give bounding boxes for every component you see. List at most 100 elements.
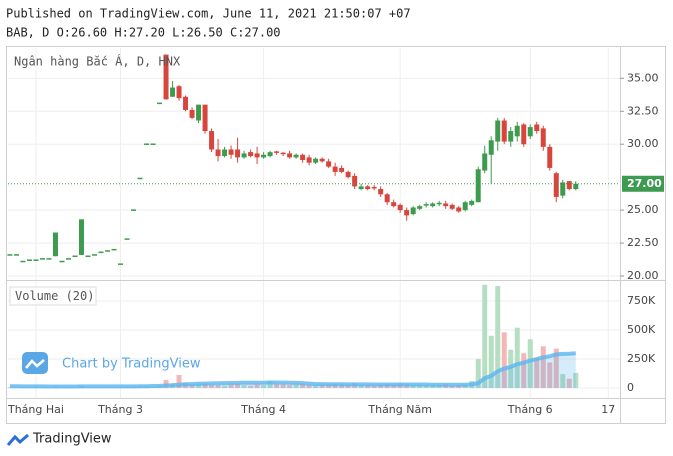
candle-body — [98, 251, 104, 254]
volume-bar — [293, 384, 299, 389]
volume-bar — [280, 384, 286, 389]
volume-bar — [514, 327, 520, 389]
candle-body — [443, 203, 449, 207]
volume-bar — [202, 383, 208, 389]
volume-bar — [553, 348, 559, 389]
candle-body — [501, 120, 507, 142]
volume-title-box — [9, 286, 97, 306]
candle-body — [196, 104, 202, 121]
candle-body — [404, 210, 410, 216]
volume-ma-area — [10, 353, 576, 389]
candle-body — [358, 186, 364, 190]
candle-body — [118, 263, 124, 265]
candle-body — [313, 158, 319, 163]
volume-bar — [430, 385, 436, 389]
volume-bar — [7, 387, 13, 389]
candle-body — [495, 120, 501, 142]
candle-body — [287, 153, 293, 158]
candle-body — [469, 200, 475, 205]
x-tick-label: Tháng Năm — [367, 403, 432, 416]
candle-body — [144, 143, 150, 145]
symbol-title: Ngân hàng Bắc Á, D, HNX — [14, 54, 181, 69]
watermark: Chart by TradingView — [22, 352, 201, 374]
volume-bar — [495, 285, 501, 389]
volume-bar — [521, 353, 527, 389]
candle-body — [241, 153, 247, 158]
watermark-logo-mark — [25, 359, 45, 369]
candle-body — [436, 202, 442, 205]
candle-body — [391, 202, 397, 207]
volume-title: Volume (20) — [15, 289, 94, 303]
x-tick-label: Tháng 6 — [507, 403, 553, 416]
candle-body — [209, 131, 215, 150]
footer-logo: TradingView — [6, 432, 112, 447]
y-tick-label: 25.00 — [627, 203, 659, 216]
y-tick-label: 20.00 — [627, 269, 659, 282]
candle-body — [39, 258, 45, 260]
y-tick-label: 250K — [627, 352, 656, 365]
candle-body — [137, 177, 143, 180]
candle-body — [105, 250, 111, 252]
candle-body — [261, 154, 267, 158]
candle-body — [72, 255, 78, 258]
volume-bar — [261, 385, 267, 389]
footer-logo-mark — [6, 433, 29, 446]
candle-body — [488, 140, 494, 155]
candle-body — [417, 206, 423, 209]
candle-body — [547, 146, 553, 168]
candle-body — [20, 260, 26, 263]
volume-bar — [326, 384, 332, 389]
candle-body — [170, 87, 176, 97]
candle-body — [33, 259, 39, 261]
candle-body — [475, 169, 481, 203]
candle-body — [339, 167, 345, 172]
candle-body — [365, 186, 371, 190]
candle-body — [222, 149, 228, 157]
last-price-label: 27.00 — [627, 177, 662, 190]
candle-body — [46, 258, 52, 260]
published-line: Published on TradingView.com, June 11, 2… — [6, 7, 411, 21]
candle-body — [508, 131, 514, 142]
candle-body — [566, 181, 572, 190]
candle-body — [248, 152, 254, 157]
x-tick-label: 17 — [601, 403, 615, 416]
volume-bar — [365, 385, 371, 389]
candle-body — [527, 127, 533, 137]
candle-body — [378, 189, 384, 195]
candle-body — [52, 232, 58, 257]
volume-bar — [313, 385, 319, 389]
candle-body — [59, 260, 65, 263]
volume-ma-line — [10, 351, 576, 389]
volume-bar — [534, 357, 540, 389]
volume-bar — [287, 385, 293, 389]
volume-bar — [449, 385, 455, 389]
candle-body — [456, 207, 462, 212]
candle-body — [228, 149, 234, 155]
candle-body — [514, 125, 520, 137]
volume-bar — [527, 339, 533, 389]
volume-bar — [209, 384, 215, 389]
candle-body — [397, 204, 403, 211]
candle-body — [131, 209, 137, 211]
candle-body — [521, 124, 527, 145]
y-tick-label: 0 — [627, 381, 634, 394]
candle-body — [332, 166, 338, 172]
volume-bar — [300, 383, 306, 389]
volume-bar — [573, 372, 579, 389]
candle-body — [345, 171, 351, 178]
last-price-box — [622, 175, 664, 192]
volume-bar — [423, 385, 429, 389]
marks — [7, 54, 620, 389]
candle-body — [300, 154, 306, 161]
candle-body — [319, 158, 325, 162]
y-tick-label: 30.00 — [627, 137, 659, 150]
volume-bar — [267, 381, 273, 389]
candle-body — [85, 255, 91, 258]
candle-body — [65, 258, 71, 260]
candle-body — [150, 143, 156, 145]
candle-body — [78, 219, 84, 255]
candle-body — [371, 186, 377, 189]
candle-body — [423, 204, 429, 206]
candle-body — [202, 104, 208, 132]
volume-bar — [189, 384, 195, 389]
